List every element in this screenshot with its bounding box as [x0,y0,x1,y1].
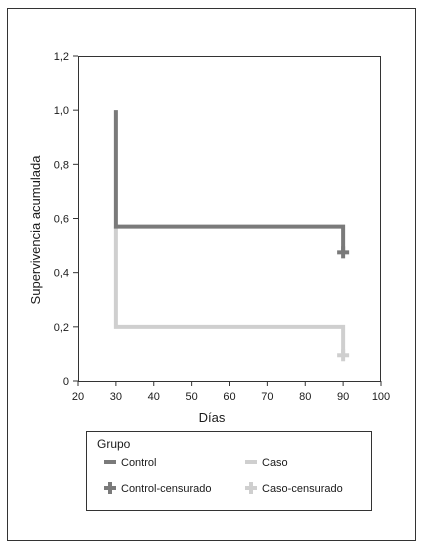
x-tick-label: 20 [72,391,84,403]
x-tick-label: 90 [337,391,349,403]
y-tick-label: 0,8 [54,159,69,171]
x-tick-label: 100 [372,391,390,403]
y-tick-label: 0 [63,376,69,388]
legend-label: Caso [262,457,288,469]
legend-swatch-plus [104,482,116,494]
legend: Grupo Control Caso Control-censurado Caso-c… [86,431,372,511]
legend-item-caso-censurado: Caso-censurado [245,482,343,495]
legend-box [86,431,372,511]
legend-label: Control [121,457,156,469]
x-axis: 20 30 40 50 60 70 80 90 100 [72,381,390,403]
y-tick-label: 0,4 [54,268,69,280]
y-tick-label: 0,6 [54,214,69,226]
x-tick-label: 30 [110,391,122,403]
x-tick-label: 40 [148,391,160,403]
y-tick-label: 0,2 [54,322,69,334]
x-tick-label: 70 [261,391,273,403]
legend-label: Control-censurado [121,483,212,495]
x-axis-label: Días [199,410,226,425]
series-control-line [113,110,346,251]
x-tick-label: 80 [299,391,311,403]
figure-frame [7,8,416,541]
y-axis-label: Supervivencia acumulada [28,155,43,305]
legend-swatch-plus [245,482,257,494]
series-caso-line [113,226,346,354]
plot-frame [78,56,381,382]
series-caso-censor-marker [337,349,350,362]
x-tick-label: 50 [186,391,198,403]
y-axis: 0 0,2 0,4 0,6 0,8 1,0 1,2 [54,51,78,388]
legend-label: Caso-censurado [262,483,343,495]
legend-item-control-censurado: Control-censurado [104,482,212,495]
legend-title: Grupo [97,437,131,451]
y-tick-label: 1,2 [54,51,69,63]
series-layer [113,110,350,362]
legend-item-control: Control [104,457,156,469]
legend-item-caso: Caso [245,457,288,469]
y-tick-label: 1,0 [54,105,69,117]
series-control-censor-marker [337,246,350,259]
x-tick-label: 60 [223,391,235,403]
